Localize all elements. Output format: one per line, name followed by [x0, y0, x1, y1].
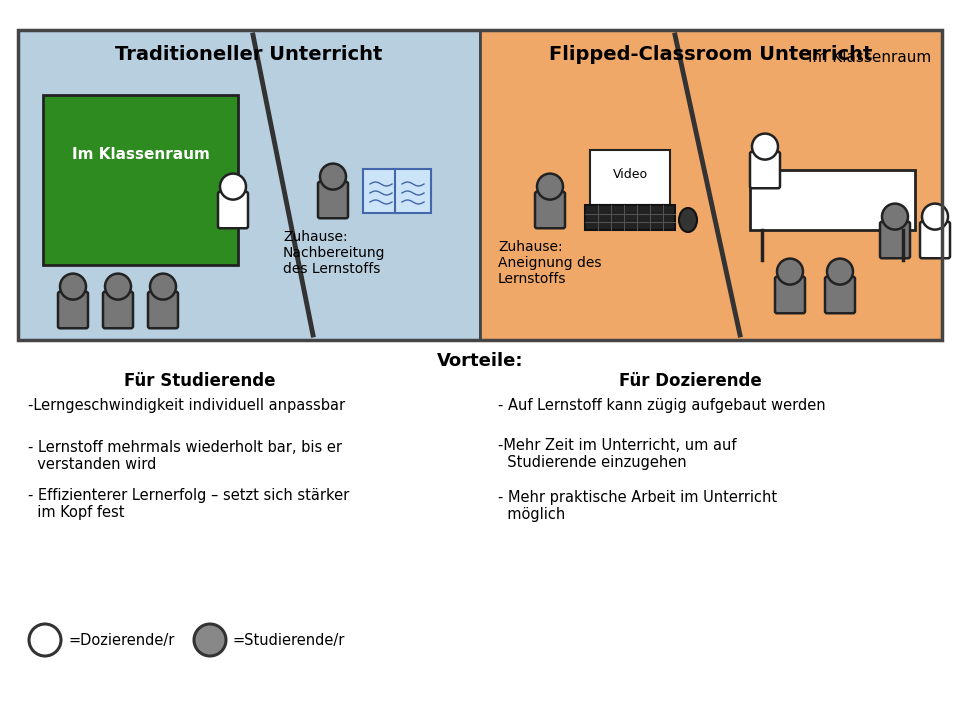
- Circle shape: [777, 258, 803, 284]
- Circle shape: [220, 174, 246, 199]
- FancyBboxPatch shape: [585, 205, 675, 230]
- Text: -Lerngeschwindigkeit individuell anpassbar: -Lerngeschwindigkeit individuell anpassb…: [28, 398, 346, 413]
- FancyBboxPatch shape: [750, 170, 915, 230]
- FancyBboxPatch shape: [363, 169, 399, 213]
- FancyBboxPatch shape: [825, 276, 855, 313]
- FancyBboxPatch shape: [590, 150, 670, 205]
- Text: Video: Video: [612, 168, 648, 181]
- FancyBboxPatch shape: [750, 152, 780, 188]
- Text: - Lernstoff mehrmals wiederholt bar, bis er
  verstanden wird: - Lernstoff mehrmals wiederholt bar, bis…: [28, 440, 342, 472]
- Text: - Mehr praktische Arbeit im Unterricht
  möglich: - Mehr praktische Arbeit im Unterricht m…: [498, 490, 778, 523]
- Text: Zuhause:
Aneignung des
Lernstoffs: Zuhause: Aneignung des Lernstoffs: [498, 240, 602, 287]
- Text: - Auf Lernstoff kann zügig aufgebaut werden: - Auf Lernstoff kann zügig aufgebaut wer…: [498, 398, 826, 413]
- FancyBboxPatch shape: [103, 292, 133, 328]
- FancyBboxPatch shape: [318, 181, 348, 218]
- Text: Im Klassenraum: Im Klassenraum: [808, 50, 931, 65]
- Circle shape: [29, 624, 61, 656]
- FancyBboxPatch shape: [43, 95, 238, 265]
- FancyBboxPatch shape: [148, 292, 178, 328]
- Circle shape: [922, 204, 948, 230]
- Text: Für Studierende: Für Studierende: [124, 372, 276, 390]
- FancyBboxPatch shape: [218, 192, 248, 228]
- Text: =Studierende/r: =Studierende/r: [233, 632, 346, 647]
- Circle shape: [60, 274, 86, 300]
- Text: =Dozierende/r: =Dozierende/r: [68, 632, 175, 647]
- Circle shape: [194, 624, 226, 656]
- FancyBboxPatch shape: [18, 30, 480, 340]
- Circle shape: [105, 274, 131, 300]
- Text: Traditioneller Unterricht: Traditioneller Unterricht: [115, 45, 383, 64]
- Circle shape: [320, 163, 346, 189]
- Circle shape: [827, 258, 853, 284]
- Text: Im Klassenraum: Im Klassenraum: [72, 147, 209, 162]
- Circle shape: [752, 134, 778, 160]
- Text: Vorteile:: Vorteile:: [437, 352, 523, 370]
- Circle shape: [150, 274, 176, 300]
- FancyBboxPatch shape: [535, 192, 565, 228]
- Text: Für Dozierende: Für Dozierende: [618, 372, 761, 390]
- Ellipse shape: [679, 208, 697, 232]
- Text: -Mehr Zeit im Unterricht, um auf
  Studierende einzugehen: -Mehr Zeit im Unterricht, um auf Studier…: [498, 438, 736, 470]
- FancyBboxPatch shape: [58, 292, 88, 328]
- Circle shape: [537, 174, 563, 199]
- FancyBboxPatch shape: [880, 222, 910, 258]
- FancyBboxPatch shape: [775, 276, 805, 313]
- FancyBboxPatch shape: [480, 30, 942, 340]
- FancyBboxPatch shape: [920, 222, 950, 258]
- Circle shape: [882, 204, 908, 230]
- Text: - Effizienterer Lernerfolg – setzt sich stärker
  im Kopf fest: - Effizienterer Lernerfolg – setzt sich …: [28, 488, 349, 521]
- FancyBboxPatch shape: [395, 169, 431, 213]
- Text: Zuhause:
Nachbereitung
des Lernstoffs: Zuhause: Nachbereitung des Lernstoffs: [283, 230, 386, 276]
- Text: Flipped-Classroom Unterricht: Flipped-Classroom Unterricht: [549, 45, 873, 64]
